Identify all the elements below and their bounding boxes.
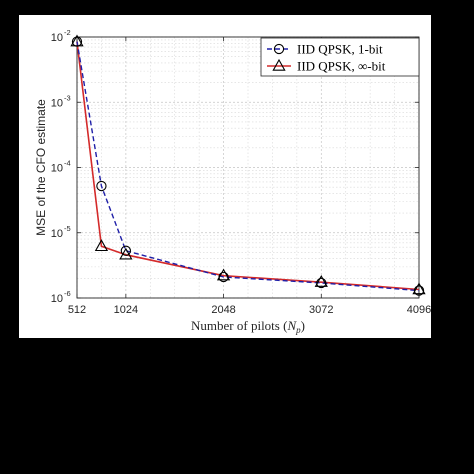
y-tick-exponent: -2 [64, 28, 71, 37]
y-tick-label: 10 [51, 32, 63, 44]
series-infinite-bit [76, 41, 420, 291]
legend: IID QPSK, 1-bit IID QPSK, ∞-bit [260, 37, 420, 77]
circle-marker [413, 285, 425, 296]
circle-marker [71, 36, 83, 47]
legend-box [260, 37, 420, 77]
triangle-marker [94, 239, 109, 252]
y-tick-exponent: -5 [64, 224, 71, 233]
circle-marker [273, 43, 285, 55]
x-label-variable: N [286, 318, 297, 333]
legend-entry: IID QPSK, ∞-bit [267, 59, 386, 74]
data-series [70, 34, 426, 296]
x-tick-label: 1024 [114, 304, 138, 316]
x-tick-label: 512 [68, 304, 86, 316]
legend-label: IID QPSK, 1-bit [297, 42, 383, 57]
legend-entry: IID QPSK, 1-bit [267, 42, 383, 57]
triangle-marker [272, 58, 286, 71]
series-line [76, 41, 420, 291]
series-line [76, 41, 420, 292]
grid-lines [76, 36, 420, 299]
x-tick-label: 2048 [211, 304, 235, 316]
legend-label: IID QPSK, ∞-bit [297, 59, 386, 74]
circle-marker [316, 277, 327, 289]
mse-chart: 512 1024 2048 3072 409610-610-510-410-310-2 … [34, 28, 431, 335]
x-label-subscript: p [295, 325, 301, 335]
y-tick-label: 10 [51, 97, 63, 109]
triangle-marker [216, 268, 231, 281]
triangle-marker [314, 275, 328, 287]
circle-marker [218, 271, 229, 283]
x-axis-label: Number of pilots (Np) [191, 318, 305, 335]
x-tick-label: 3072 [309, 304, 333, 316]
chart-panel: 512 1024 2048 3072 4096 10 -6 10 -5 10 -4 10 -3 10 -2 … [19, 15, 431, 338]
triangle-marker [412, 282, 426, 295]
circle-marker [96, 180, 107, 192]
x-tick-label: 4096 [407, 304, 431, 316]
y-tick-label: 10 [51, 293, 63, 305]
y-tick-exponent: -3 [64, 93, 71, 102]
series-one-bit [76, 41, 420, 292]
triangle-marker [119, 247, 133, 260]
series-markers [71, 36, 425, 296]
y-tick-label: 10 [51, 163, 63, 175]
y-tick-exponent: -6 [64, 289, 71, 298]
y-tick-exponent: -4 [64, 159, 71, 168]
circle-marker [120, 245, 132, 256]
y-tick-label: 10 [51, 228, 63, 240]
x-label-text: Number of pilots ( [191, 318, 287, 333]
y-axis-label: MSE of the CFO estimate [34, 99, 48, 236]
x-label-suffix: ) [301, 318, 305, 333]
